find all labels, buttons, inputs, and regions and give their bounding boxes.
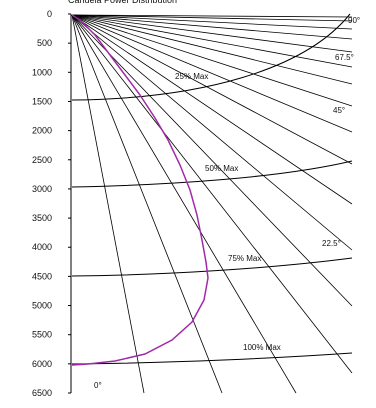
y-axis: 0 500 1000 1500 2000 2500 3000 3500 4000 4500 5000…	[32, 9, 72, 398]
arc-line	[71, 352, 353, 365]
y-tick-label: 4500	[32, 271, 52, 281]
ray-line	[71, 14, 353, 107]
ray-angle-label: 45°	[333, 106, 345, 115]
candela-curve	[71, 14, 209, 366]
arc-line	[71, 13, 351, 101]
ray-line	[71, 14, 353, 307]
ray-angle-label: 22.5°	[322, 239, 341, 248]
ray-line	[71, 14, 353, 374]
arc-line	[71, 160, 353, 188]
arc-label: 75% Max	[228, 254, 261, 263]
ray-line	[71, 14, 353, 68]
ray-line	[71, 14, 353, 251]
ray-line	[71, 14, 353, 40]
candela-series-line	[71, 14, 209, 366]
ray-line	[71, 14, 353, 22]
ray-line	[71, 14, 353, 133]
y-tick-label: 1000	[32, 67, 52, 77]
ray-line	[71, 14, 145, 394]
ray-line	[71, 14, 353, 85]
y-tick-label: 3000	[32, 184, 52, 194]
ray-line	[71, 14, 353, 18]
y-tick-label: 2000	[32, 126, 52, 136]
arc-label: 50% Max	[205, 164, 238, 173]
ray-lines	[71, 14, 353, 394]
ray-line	[71, 14, 353, 165]
arc-label: 100% Max	[243, 343, 281, 352]
y-tick-label: 500	[37, 38, 52, 48]
y-tick-label: 6500	[32, 388, 52, 398]
ray-line	[71, 14, 353, 53]
ray-line	[71, 14, 297, 394]
ray-angle-label: 90°	[348, 16, 360, 25]
ray-line	[71, 14, 223, 394]
y-tick-label: 0	[47, 9, 52, 19]
y-tick-label: 1500	[32, 96, 52, 106]
y-tick-label: 5500	[32, 330, 52, 340]
arc-line	[71, 257, 353, 277]
ray-line	[71, 14, 353, 205]
arc-lines	[71, 13, 353, 365]
y-tick-label: 2500	[32, 155, 52, 165]
chart-title: Candela Power Distribution	[68, 0, 177, 5]
ray-angle-label: 0°	[94, 381, 102, 390]
y-tick-label: 3500	[32, 213, 52, 223]
y-tick-label: 6000	[32, 359, 52, 369]
annotation-labels: 0° 22.5° 45° 67.5° 90° 25% Max 50% Max 75% Max 1…	[94, 16, 360, 390]
y-tick-label: 4000	[32, 242, 52, 252]
chart-title-group: Candela Power Distribution	[68, 0, 177, 5]
ray-line	[71, 14, 353, 30]
arc-label: 25% Max	[175, 72, 208, 81]
ray-angle-label: 67.5°	[335, 53, 354, 62]
y-tick-label: 5000	[32, 301, 52, 311]
